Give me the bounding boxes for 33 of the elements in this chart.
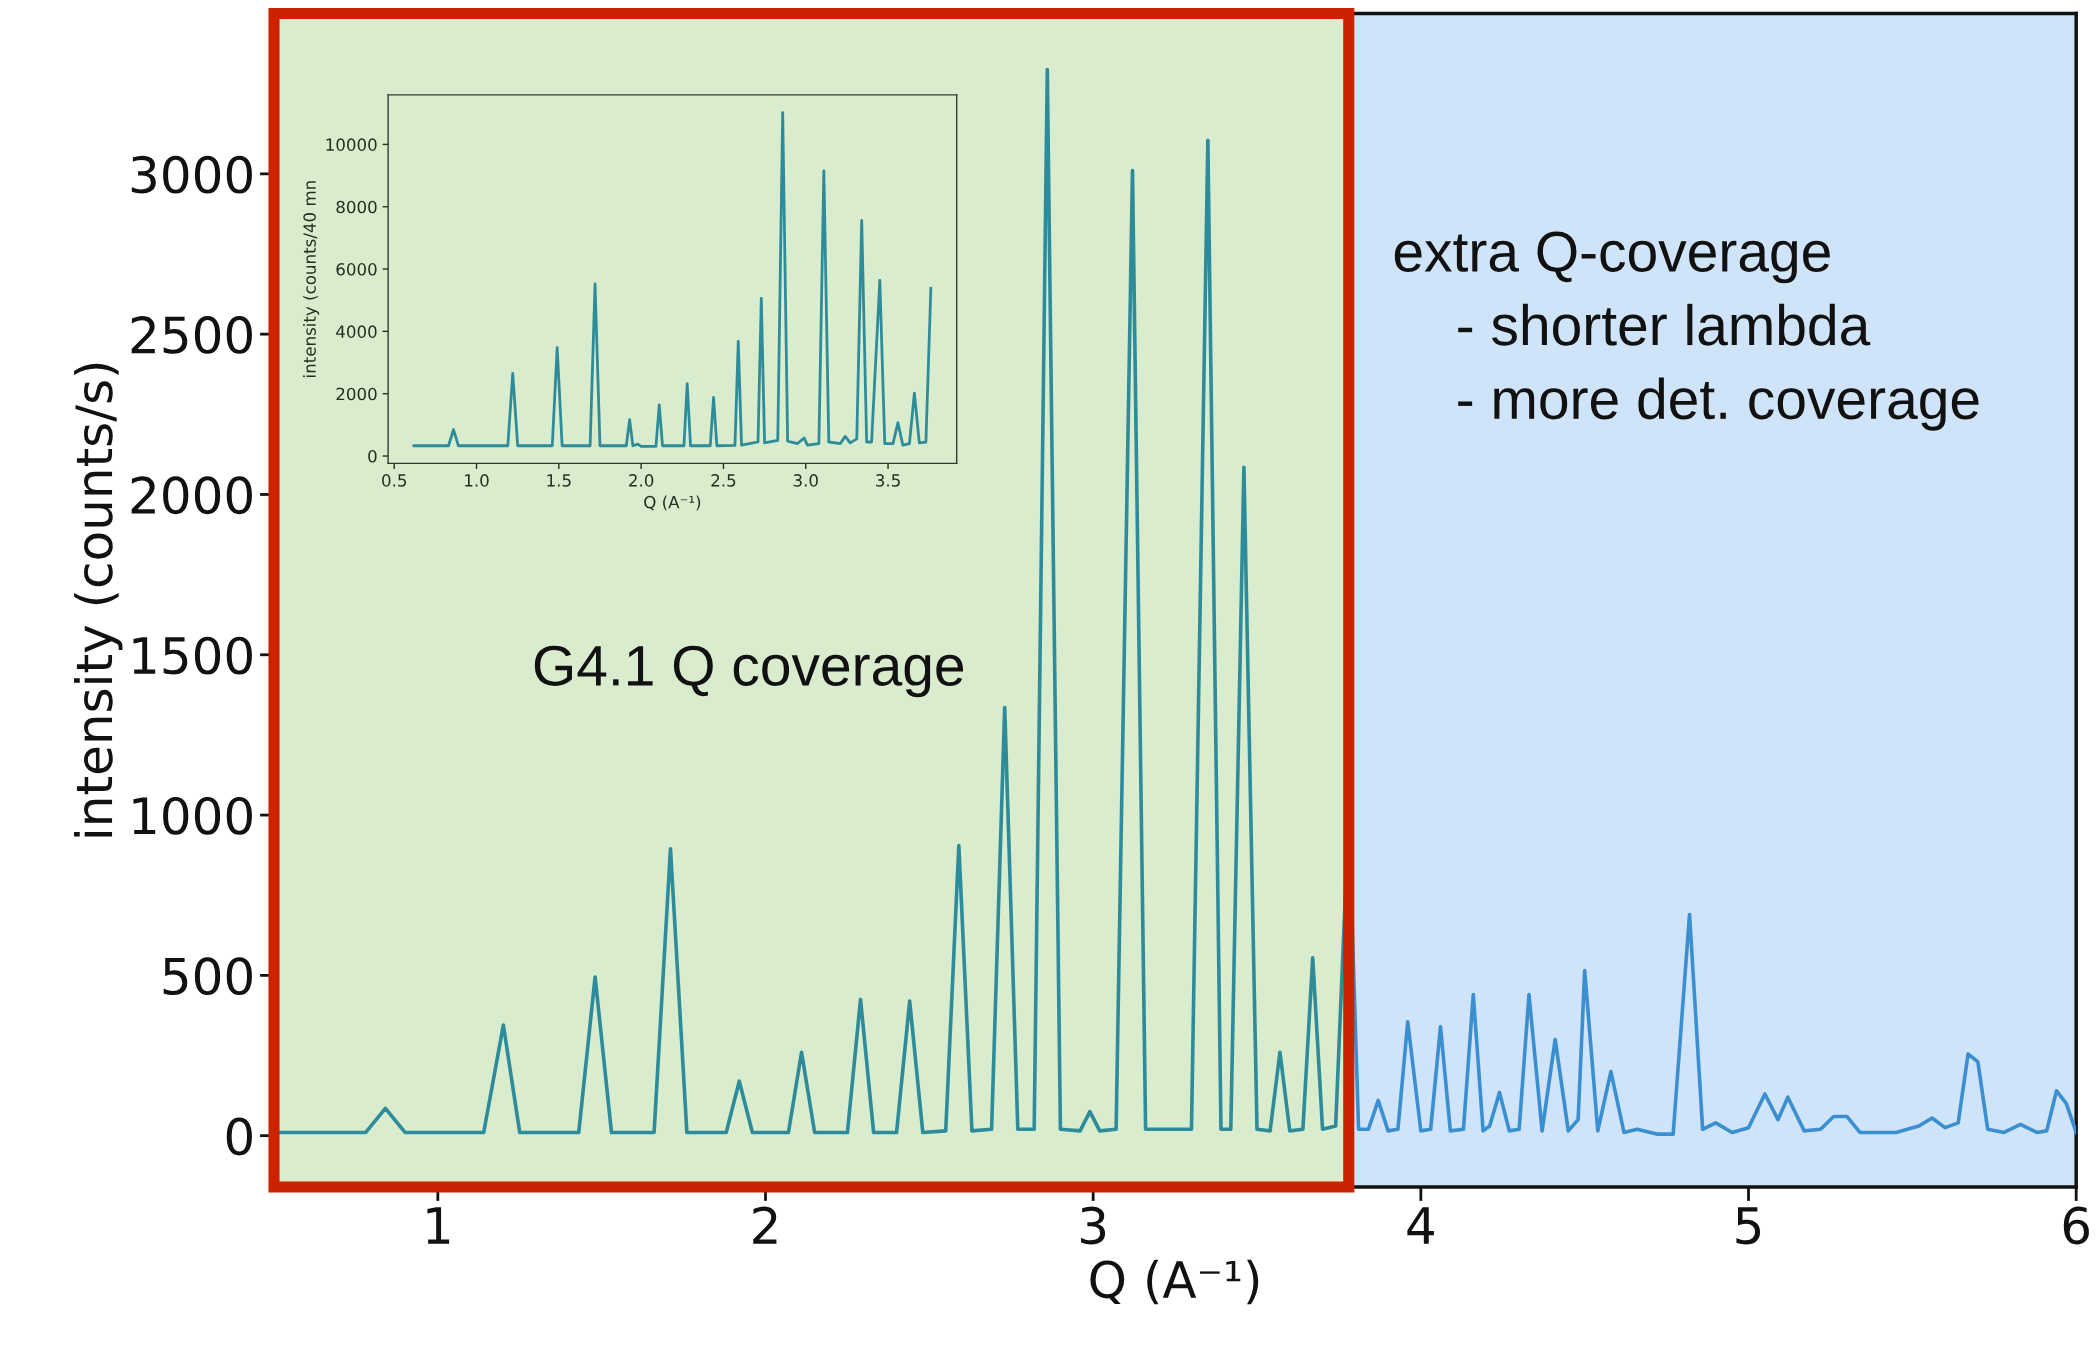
- y-tick-label: 2500: [131, 316, 252, 354]
- y-tick-label: 500: [163, 957, 252, 996]
- y-tick-label: 4000: [336, 325, 377, 338]
- y-tick-label: 6000: [336, 263, 377, 276]
- x-tick-label: 0.5: [382, 474, 407, 487]
- y-tick-label: 3000: [131, 155, 252, 194]
- x-tick-label: 1.0: [465, 474, 489, 487]
- x-tick-label: 2: [753, 1206, 777, 1244]
- x-tick-label: 5: [1736, 1207, 1761, 1245]
- x-tick-label: 3: [1081, 1206, 1106, 1245]
- y-axis-title: intensity (counts/40 mn: [303, 181, 320, 377]
- x-tick-label: 6: [2063, 1206, 2089, 1245]
- x-tick-label: 3.0: [793, 474, 818, 487]
- band-label: extra Q-coverage - shorter lambda - more det. coverage: [1394, 231, 1979, 431]
- line-series: [412, 111, 933, 448]
- y-axis-title: intensity (counts/s): [74, 363, 123, 837]
- y-tick-label: 1000: [133, 796, 252, 835]
- x-tick-label: 2.5: [711, 474, 736, 487]
- y-tick-label: 0: [226, 1117, 252, 1156]
- x-axis-title: Q (A⁻¹): [1090, 1259, 1259, 1305]
- y-tick-label: 1500: [133, 636, 252, 675]
- y-tick-label: 0: [368, 449, 377, 463]
- x-tick-label: 4: [1407, 1207, 1434, 1244]
- x-tick-label: 3.5: [876, 474, 900, 487]
- x-tick-label: 2.0: [629, 474, 654, 487]
- y-tick-label: 10000: [326, 138, 377, 151]
- x-axis-title: Q (A⁻¹): [644, 495, 701, 511]
- y-tick-label: 2000: [131, 476, 252, 515]
- y-tick-label: 2000: [336, 387, 377, 401]
- band-label: G4.1 Q coverage: [534, 645, 964, 698]
- y-tick-label: 8000: [336, 200, 377, 214]
- x-tick-label: 1: [427, 1207, 450, 1244]
- x-tick-label: 1.5: [547, 474, 571, 487]
